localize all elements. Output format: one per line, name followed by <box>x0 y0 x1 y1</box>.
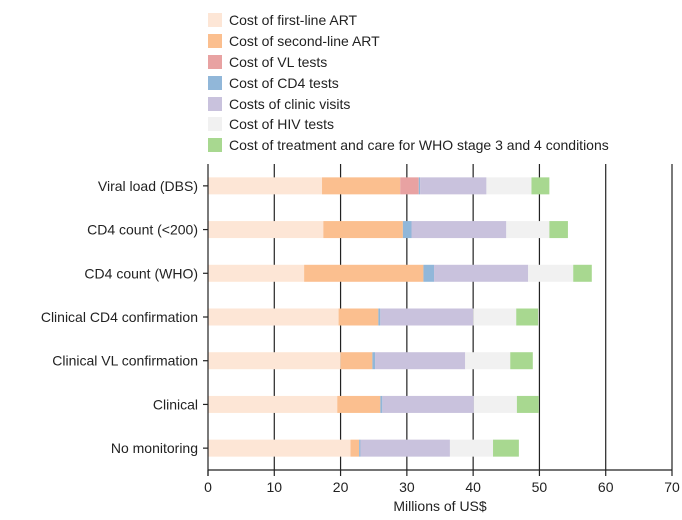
legend-swatch <box>208 34 222 49</box>
bar-segment <box>208 177 323 195</box>
legend-swatch <box>208 13 222 28</box>
legend-item: Costs of clinic visits <box>208 93 609 114</box>
category-labels: Viral load (DBS) CD4 count (<200) CD4 coun… <box>41 178 198 456</box>
axes <box>203 164 673 476</box>
bar-segment <box>208 395 338 413</box>
bar-segment <box>506 221 550 239</box>
bar-segment <box>531 177 550 195</box>
legend-swatch <box>208 54 222 69</box>
bar-segment <box>208 264 305 282</box>
x-tick-label: 20 <box>333 479 349 495</box>
legend-item: Cost of treatment and care for WHO stage… <box>208 135 609 156</box>
x-tick-labels: 0 10 20 30 40 50 60 70 <box>204 479 680 495</box>
x-tick-label: 60 <box>598 479 614 495</box>
legend-swatch <box>208 75 222 90</box>
bar-segment <box>528 264 574 282</box>
x-tick-label: 50 <box>532 479 548 495</box>
legend-label: Cost of second-line ART <box>229 33 380 50</box>
legend-item: Cost of VL tests <box>208 52 609 73</box>
legend-item: Cost of CD4 tests <box>208 72 609 93</box>
bar-segment <box>380 308 474 326</box>
bar-segment <box>380 395 383 413</box>
legend-label: Cost of VL tests <box>229 53 328 70</box>
legend-label: Cost of treatment and care for WHO stage… <box>229 137 609 154</box>
legend-label: Cost of first-line ART <box>229 12 358 29</box>
bar-segment <box>516 395 539 413</box>
legend-item: Cost of HIV tests <box>208 114 609 135</box>
bar-segment <box>573 264 592 282</box>
legend-item: Cost of first-line ART <box>208 10 609 31</box>
category-label: CD4 count (<200) <box>87 222 198 238</box>
legend-swatch <box>208 96 222 111</box>
category-label: CD4 count (WHO) <box>84 265 198 281</box>
bar-segment <box>323 221 403 239</box>
bar-segment <box>208 308 339 326</box>
legend-label: Cost of CD4 tests <box>229 74 339 91</box>
bar-segment <box>411 221 507 239</box>
x-tick-label: 10 <box>266 479 282 495</box>
bar-segment <box>449 439 494 457</box>
x-axis-label: Millions of US$ <box>393 498 487 514</box>
bar-segment <box>350 439 360 457</box>
legend-item: Cost of second-line ART <box>208 31 609 52</box>
bar-segment <box>360 439 450 457</box>
bar-segment <box>359 439 361 457</box>
bar-segment <box>340 352 373 370</box>
category-label: Clinical CD4 confirmation <box>41 309 198 325</box>
bar-segment <box>510 352 533 370</box>
bar-segment <box>208 221 324 239</box>
bar-segment <box>402 221 412 239</box>
bar-segment <box>304 264 424 282</box>
bar-segment <box>400 177 419 195</box>
bar-segment <box>375 352 466 370</box>
legend-swatch <box>208 117 222 132</box>
category-label: Clinical VL confirmation <box>52 353 198 369</box>
bar-segment <box>516 308 539 326</box>
bar-segment <box>337 395 381 413</box>
bar-segment <box>465 352 511 370</box>
legend: Cost of first-line ART Cost of second-lin… <box>208 10 609 156</box>
bar-segment <box>473 308 517 326</box>
bar-segment <box>473 395 517 413</box>
legend-label: Costs of clinic visits <box>229 95 351 112</box>
bar-segment <box>418 177 421 195</box>
bar-segment <box>208 352 341 370</box>
bar-segment <box>434 264 529 282</box>
x-tick-label: 70 <box>664 479 680 495</box>
x-tick-label: 40 <box>465 479 481 495</box>
bar-segment <box>382 395 474 413</box>
bar-segment <box>338 308 379 326</box>
bar-segment <box>378 308 381 326</box>
legend-label: Cost of HIV tests <box>229 116 335 133</box>
bar-segment <box>322 177 401 195</box>
bar-segment <box>423 264 435 282</box>
x-tick-label: 0 <box>204 479 212 495</box>
category-label: Clinical <box>153 396 198 412</box>
x-tick-label: 30 <box>399 479 415 495</box>
bar-segment <box>493 439 519 457</box>
bar-segment <box>372 352 376 370</box>
bar-segment <box>486 177 532 195</box>
bar-segment <box>549 221 568 239</box>
bar-segment <box>208 439 351 457</box>
category-label: Viral load (DBS) <box>98 178 198 194</box>
category-label: No monitoring <box>111 440 198 456</box>
bar-segment <box>420 177 487 195</box>
legend-swatch <box>208 138 222 153</box>
bars <box>208 177 592 457</box>
